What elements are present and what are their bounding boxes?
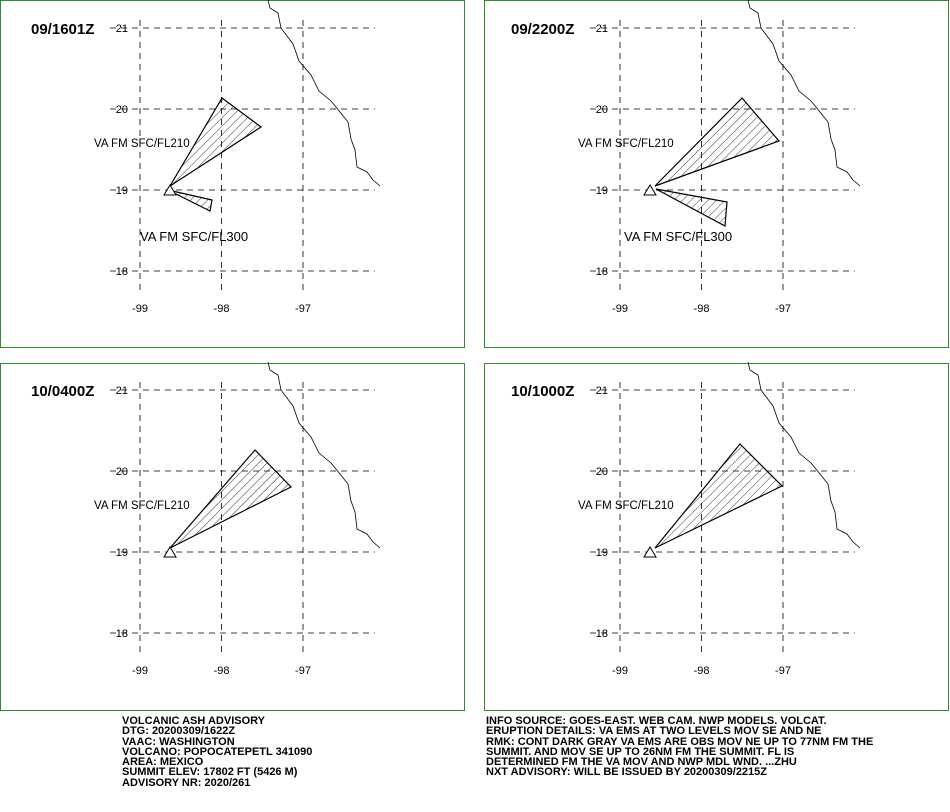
lat-tick-label: 20 xyxy=(596,104,608,116)
advisory-line: ADVISORY NR: 2020/261 xyxy=(122,776,251,789)
lat-tick-label: 18 xyxy=(116,266,128,278)
volcano-marker xyxy=(643,184,657,196)
time-label-bg xyxy=(30,18,106,38)
map-panel: -99 -98 -97 21 20 19 18 09/2200Z VA FM SFC/FL210… xyxy=(484,0,949,348)
valid-time: 09/2200Z xyxy=(511,21,574,38)
advisory-line: DETERMINED FM THE VA MOV AND NWP MDL WND… xyxy=(486,756,797,769)
advisory-line: NXT ADVISORY: WILL BE ISSUED BY 20200309… xyxy=(486,766,768,779)
coastline xyxy=(267,0,381,187)
advisory-line: INFO SOURCE: GOES-EAST. WEB CAM. NWP MOD… xyxy=(486,715,827,727)
lat-tick-label: 20 xyxy=(116,466,128,478)
ash-polygon xyxy=(169,97,263,187)
ash-polygon xyxy=(169,449,293,549)
advisory-line: VOLCANIC ASH ADVISORY xyxy=(122,715,266,727)
panel-border xyxy=(484,363,949,711)
panel-border xyxy=(0,0,465,348)
volcano-marker xyxy=(643,546,657,558)
map-panel: -99 -98 -97 21 20 19 18 09/1601Z VA FM SFC/FL210… xyxy=(0,0,465,348)
ash-level-label: VA FM SFC/FL300 xyxy=(624,229,732,244)
ash-polygon xyxy=(167,189,213,212)
time-label-bg xyxy=(30,380,106,400)
map-panel: -99 -98 -97 21 20 19 18 10/0400Z VA FM SFC/FL210 xyxy=(0,361,465,711)
lon-tick-label: -97 xyxy=(775,665,791,677)
advisory-line: ERUPTION DETAILS: VA EMS AT TWO LEVELS M… xyxy=(486,725,822,738)
lat-tick-label: 21 xyxy=(596,385,608,397)
ash-polygon xyxy=(654,97,781,187)
ash-level-label: VA FM SFC/FL210 xyxy=(94,500,190,512)
advisory-line: VAAC: WASHINGTON xyxy=(122,735,235,748)
lat-tick-label: 19 xyxy=(116,547,128,559)
lon-tick-label: -97 xyxy=(295,665,311,677)
valid-time: 09/1601Z xyxy=(31,21,94,38)
valid-time: 10/1000Z xyxy=(511,383,574,400)
ash-level-label: VA FM SFC/FL210 xyxy=(578,138,674,150)
lon-tick-label: -98 xyxy=(694,665,710,677)
coastline xyxy=(747,0,861,187)
lon-tick-label: -97 xyxy=(295,303,311,315)
ash-level-label: VA FM SFC/FL300 xyxy=(140,229,248,244)
lon-tick-label: -98 xyxy=(214,303,230,315)
coastline xyxy=(267,361,381,549)
advisory-line: VOLCANO: POPOCATEPETL 341090 xyxy=(122,745,313,758)
advisory-line: SUMMIT ELEV: 17802 FT (5426 M) xyxy=(122,766,298,779)
advisory-right: INFO SOURCE: GOES-EAST. WEB CAM. NWP MOD… xyxy=(486,715,874,779)
advisory-line: SUMMIT. AND MOV SE UP TO 26NM FM THE SUM… xyxy=(486,745,795,758)
map-panel: -99 -98 -97 21 20 19 18 10/1000Z VA FM SFC/FL210 xyxy=(484,361,949,711)
lat-tick-label: 20 xyxy=(596,466,608,478)
lat-tick-label: 20 xyxy=(116,104,128,116)
lat-tick-label: 21 xyxy=(116,23,128,35)
lat-tick-label: 19 xyxy=(116,185,128,197)
lon-tick-label: -99 xyxy=(132,665,148,677)
valid-time: 10/0400Z xyxy=(31,383,94,400)
time-label-bg xyxy=(510,18,586,38)
panel-border xyxy=(484,0,949,348)
lat-tick-label: 19 xyxy=(596,185,608,197)
lat-tick-label: 18 xyxy=(596,266,608,278)
lon-tick-label: -98 xyxy=(694,303,710,315)
advisory-left: VOLCANIC ASH ADVISORY DTG: 20200309/1622Z… xyxy=(122,715,313,789)
lat-tick-label: 18 xyxy=(116,628,128,640)
lat-tick-label: 19 xyxy=(596,547,608,559)
ash-level-label: VA FM SFC/FL210 xyxy=(578,500,674,512)
lat-tick-label: 21 xyxy=(116,385,128,397)
ash-level-label: VA FM SFC/FL210 xyxy=(94,138,190,150)
lon-tick-label: -98 xyxy=(214,665,230,677)
panel-border xyxy=(0,363,465,711)
lon-tick-label: -99 xyxy=(612,303,628,315)
lon-tick-label: -99 xyxy=(132,303,148,315)
advisory-line: RMK: CONT DARK GRAY VA EMS ARE OBS MOV N… xyxy=(486,735,874,748)
volcano-marker xyxy=(163,184,177,196)
ash-polygon xyxy=(654,443,784,549)
lon-tick-label: -99 xyxy=(612,665,628,677)
lat-tick-label: 18 xyxy=(596,628,608,640)
lon-tick-label: -97 xyxy=(775,303,791,315)
coastline xyxy=(747,361,861,549)
advisory-line: AREA: MEXICO xyxy=(122,756,204,769)
map-panels: -99 -98 -97 21 20 19 18 09/1601Z VA FM SFC/FL210… xyxy=(0,0,949,711)
advisory-line: DTG: 20200309/1622Z xyxy=(122,725,236,738)
time-label-bg xyxy=(510,380,586,400)
volcano-marker xyxy=(163,546,177,558)
ash-polygon xyxy=(655,188,728,227)
lat-tick-label: 21 xyxy=(596,23,608,35)
